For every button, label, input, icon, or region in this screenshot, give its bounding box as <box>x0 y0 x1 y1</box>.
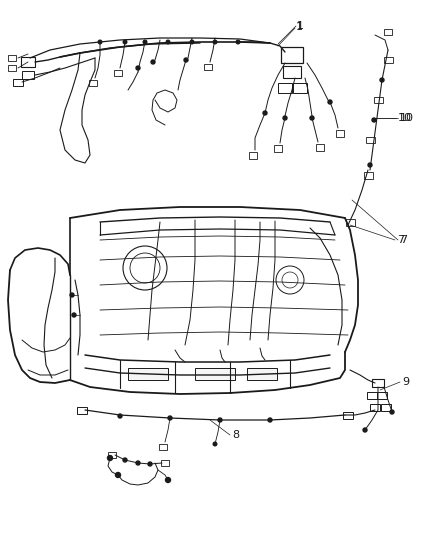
Text: 7: 7 <box>397 235 404 245</box>
Text: 8: 8 <box>232 430 239 440</box>
Text: 10: 10 <box>400 113 414 123</box>
Circle shape <box>213 40 217 44</box>
Circle shape <box>123 458 127 462</box>
Bar <box>346 219 354 225</box>
Bar <box>89 80 97 86</box>
Bar <box>274 144 282 151</box>
Circle shape <box>310 116 314 120</box>
Circle shape <box>276 266 304 294</box>
Bar <box>374 97 382 103</box>
Text: 10: 10 <box>398 113 412 123</box>
Circle shape <box>123 40 127 44</box>
Bar <box>159 444 167 450</box>
Circle shape <box>268 418 272 422</box>
Circle shape <box>282 272 298 288</box>
Circle shape <box>368 163 372 167</box>
Bar <box>384 29 392 35</box>
Bar <box>8 55 16 61</box>
Bar <box>372 379 384 387</box>
Circle shape <box>70 293 74 297</box>
Circle shape <box>151 60 155 64</box>
Bar <box>381 403 391 410</box>
Circle shape <box>283 116 287 120</box>
Bar <box>204 64 212 70</box>
Bar <box>370 403 380 410</box>
Bar <box>278 83 292 93</box>
Bar <box>161 460 169 466</box>
Circle shape <box>130 253 160 283</box>
Circle shape <box>148 462 152 466</box>
Circle shape <box>190 40 194 44</box>
Text: 1: 1 <box>297 21 304 31</box>
Bar <box>13 78 23 85</box>
Bar <box>377 392 387 399</box>
Bar <box>114 70 122 76</box>
Circle shape <box>123 246 167 290</box>
Bar <box>343 411 353 418</box>
Circle shape <box>236 40 240 44</box>
Circle shape <box>213 442 217 446</box>
Circle shape <box>72 313 76 317</box>
Circle shape <box>390 410 394 414</box>
Bar <box>336 130 344 136</box>
Bar <box>293 83 307 93</box>
Circle shape <box>218 418 222 422</box>
Bar <box>8 65 16 71</box>
Bar <box>128 368 168 380</box>
Bar <box>281 47 303 63</box>
Circle shape <box>98 40 102 44</box>
Circle shape <box>143 40 147 44</box>
Bar <box>367 392 377 399</box>
Circle shape <box>118 414 122 418</box>
Circle shape <box>263 111 267 115</box>
Bar <box>21 57 35 67</box>
Bar <box>316 143 324 150</box>
Bar <box>283 66 301 78</box>
Circle shape <box>136 461 140 465</box>
Circle shape <box>184 58 188 62</box>
Bar <box>77 407 87 414</box>
Circle shape <box>168 416 172 420</box>
Bar <box>247 368 277 380</box>
Bar <box>195 368 235 380</box>
Circle shape <box>136 66 140 70</box>
Circle shape <box>116 472 120 478</box>
Bar <box>249 151 257 158</box>
Bar <box>365 137 374 143</box>
Text: 9: 9 <box>402 377 409 387</box>
Circle shape <box>363 428 367 432</box>
Circle shape <box>380 78 384 82</box>
Bar <box>384 57 392 63</box>
Bar <box>22 71 34 79</box>
Circle shape <box>107 456 113 461</box>
Circle shape <box>372 118 376 122</box>
Text: 1: 1 <box>296 22 303 32</box>
Text: 7: 7 <box>400 235 407 245</box>
Circle shape <box>166 40 170 44</box>
Bar <box>108 452 116 458</box>
Circle shape <box>328 100 332 104</box>
Circle shape <box>166 478 170 482</box>
Bar <box>364 172 372 179</box>
